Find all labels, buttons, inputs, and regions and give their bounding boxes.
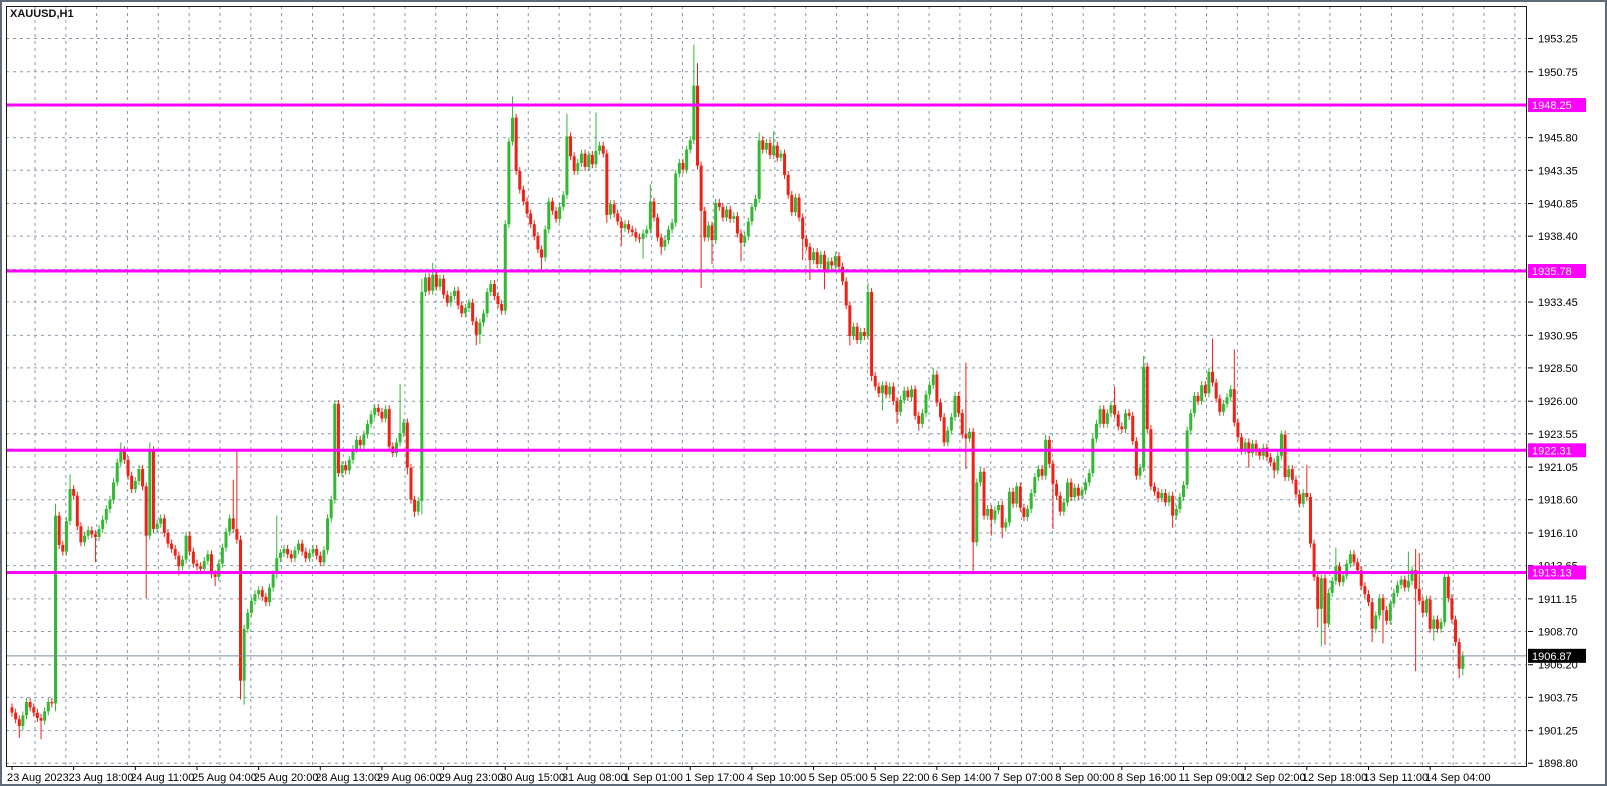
candles [10, 44, 1465, 740]
svg-text:1938.40: 1938.40 [1538, 231, 1578, 243]
svg-text:14 Sep 04:00: 14 Sep 04:00 [1425, 772, 1490, 784]
svg-text:1940.85: 1940.85 [1538, 199, 1578, 211]
svg-text:1918.60: 1918.60 [1538, 495, 1578, 507]
plot-border [6, 6, 1527, 767]
price-axis[interactable]: 1953.25 1950.75 1945.80 1943.35 1940.85 1938.… [1528, 34, 1578, 771]
svg-text:4 Sep 10:00: 4 Sep 10:00 [747, 772, 806, 784]
svg-text:1928.50: 1928.50 [1538, 363, 1578, 375]
svg-text:6 Sep 14:00: 6 Sep 14:00 [932, 772, 991, 784]
svg-text:1 Sep 01:00: 1 Sep 01:00 [624, 772, 683, 784]
svg-text:5 Sep 22:00: 5 Sep 22:00 [870, 772, 929, 784]
svg-text:1930.95: 1930.95 [1538, 330, 1578, 342]
svg-text:30 Aug 15:00: 30 Aug 15:00 [500, 772, 565, 784]
svg-text:12 Sep 02:00: 12 Sep 02:00 [1240, 772, 1305, 784]
svg-text:12 Sep 18:00: 12 Sep 18:00 [1302, 772, 1367, 784]
svg-text:1921.05: 1921.05 [1538, 462, 1578, 474]
price-axis-badges: 1948.25 1935.78 1922.31 1913.13 1906.87 [1528, 98, 1586, 663]
svg-text:1926.00: 1926.00 [1538, 396, 1578, 408]
svg-text:5 Sep 05:00: 5 Sep 05:00 [809, 772, 868, 784]
svg-text:1898.80: 1898.80 [1538, 758, 1578, 770]
svg-text:1903.75: 1903.75 [1538, 692, 1578, 704]
svg-text:1935.78: 1935.78 [1532, 266, 1572, 278]
svg-text:1933.45: 1933.45 [1538, 297, 1578, 309]
svg-text:1945.80: 1945.80 [1538, 133, 1578, 145]
svg-text:8 Sep 16:00: 8 Sep 16:00 [1117, 772, 1176, 784]
svg-text:7 Sep 07:00: 7 Sep 07:00 [994, 772, 1053, 784]
svg-text:1923.55: 1923.55 [1538, 429, 1578, 441]
svg-text:1908.70: 1908.70 [1538, 626, 1578, 638]
svg-text:25 Aug 20:00: 25 Aug 20:00 [254, 772, 319, 784]
svg-text:1953.25: 1953.25 [1538, 34, 1578, 46]
svg-text:1943.35: 1943.35 [1538, 165, 1578, 177]
svg-text:1950.75: 1950.75 [1538, 67, 1578, 79]
svg-text:1901.25: 1901.25 [1538, 726, 1578, 738]
svg-text:1916.10: 1916.10 [1538, 528, 1578, 540]
svg-text:28 Aug 13:00: 28 Aug 13:00 [315, 772, 380, 784]
svg-text:29 Aug 23:00: 29 Aug 23:00 [439, 772, 504, 784]
svg-text:24 Aug 11:00: 24 Aug 11:00 [130, 772, 194, 784]
symbol-timeframe-label: XAUUSD,H1 [10, 8, 74, 20]
svg-text:1 Sep 17:00: 1 Sep 17:00 [685, 772, 744, 784]
svg-text:1911.15: 1911.15 [1538, 594, 1577, 606]
svg-text:25 Aug 04:00: 25 Aug 04:00 [192, 772, 257, 784]
svg-text:1948.25: 1948.25 [1532, 100, 1572, 112]
svg-text:8 Sep 00:00: 8 Sep 00:00 [1055, 772, 1114, 784]
svg-text:11 Sep 09:00: 11 Sep 09:00 [1179, 772, 1244, 784]
svg-text:23 Aug 18:00: 23 Aug 18:00 [69, 772, 134, 784]
svg-text:29 Aug 06:00: 29 Aug 06:00 [377, 772, 442, 784]
current-price-badge: 1906.87 [1532, 651, 1572, 663]
svg-text:1922.31: 1922.31 [1532, 445, 1572, 457]
grid-lines [6, 6, 1527, 767]
svg-text:1913.13: 1913.13 [1532, 567, 1572, 579]
svg-text:23 Aug 2023: 23 Aug 2023 [7, 772, 69, 784]
svg-text:31 Aug 08:00: 31 Aug 08:00 [562, 772, 627, 784]
svg-text:13 Sep 11:00: 13 Sep 11:00 [1363, 772, 1428, 784]
